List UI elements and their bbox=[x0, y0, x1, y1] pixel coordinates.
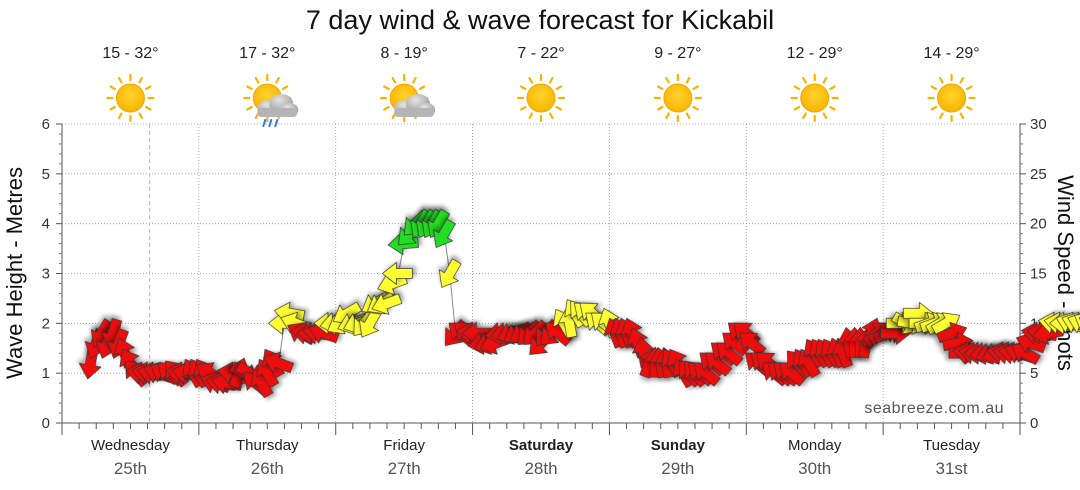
day-name-label: Friday bbox=[383, 437, 425, 454]
left-tick-label: 4 bbox=[42, 216, 50, 233]
wind-arrow bbox=[382, 262, 413, 285]
sun-icon bbox=[653, 73, 702, 123]
day-date-label: 26th bbox=[251, 459, 284, 478]
day-date-label: 30th bbox=[798, 459, 831, 478]
left-tick-label: 5 bbox=[42, 166, 50, 183]
partly-cloudy-icon bbox=[380, 73, 436, 123]
right-tick-label: 20 bbox=[1030, 216, 1047, 233]
rain-cloud-icon bbox=[243, 73, 299, 127]
day-name-label: Tuesday bbox=[923, 437, 980, 454]
temperature-range-label: 14 - 29° bbox=[923, 45, 979, 62]
day-name-label: Wednesday bbox=[91, 437, 170, 454]
wind-arrow bbox=[78, 348, 102, 380]
sun-icon bbox=[927, 73, 976, 123]
temperature-range-label: 9 - 27° bbox=[654, 45, 701, 62]
left-axis-label: Wave Height - Metres bbox=[2, 167, 27, 379]
day-name-label: Thursday bbox=[236, 437, 299, 454]
wind-arrow bbox=[263, 351, 294, 374]
left-tick-label: 3 bbox=[42, 266, 50, 283]
left-tick-label: 6 bbox=[42, 116, 50, 133]
temperature-range-label: 17 - 32° bbox=[239, 45, 295, 62]
credit-label: seabreeze.com.au bbox=[864, 400, 1004, 417]
right-tick-label: 0 bbox=[1030, 415, 1038, 432]
right-axis-label: Wind Speed - Knots bbox=[1053, 175, 1078, 371]
left-tick-label: 2 bbox=[42, 315, 50, 332]
temperature-range-label: 15 - 32° bbox=[102, 45, 158, 62]
day-date-label: 27th bbox=[388, 459, 421, 478]
wind-arrow bbox=[433, 218, 456, 248]
left-tick-label: 0 bbox=[42, 415, 50, 432]
left-tick-label: 1 bbox=[42, 365, 50, 382]
wind-arrow bbox=[371, 293, 403, 315]
day-name-label: Sunday bbox=[651, 437, 706, 454]
day-date-label: 31st bbox=[936, 459, 968, 478]
wind-arrow bbox=[438, 258, 462, 288]
day-name-label: Saturday bbox=[509, 437, 574, 454]
daily-forecast-row: 15 - 32° 17 - 32° 8 - 19° 7 - 22° 9 - 27° 12 … bbox=[102, 45, 980, 127]
day-date-label: 25th bbox=[114, 459, 147, 478]
temperature-range-label: 12 - 29° bbox=[787, 45, 843, 62]
sun-icon bbox=[790, 73, 839, 123]
wind-arrow bbox=[739, 332, 767, 357]
day-date-label: 29th bbox=[661, 459, 694, 478]
sun-icon bbox=[516, 73, 566, 123]
right-tick-label: 25 bbox=[1030, 166, 1047, 183]
temperature-range-label: 7 - 22° bbox=[517, 45, 564, 62]
day-name-label: Monday bbox=[788, 437, 842, 454]
wind-arrow bbox=[1016, 331, 1047, 354]
axes: 0123456051015202530Wednesday25thThursday… bbox=[42, 116, 1047, 478]
day-date-label: 28th bbox=[524, 459, 557, 478]
wind-arrow-series bbox=[78, 208, 1080, 399]
right-tick-label: 15 bbox=[1030, 266, 1047, 283]
temperature-range-label: 8 - 19° bbox=[380, 45, 427, 62]
right-tick-label: 30 bbox=[1030, 116, 1047, 133]
sun-icon bbox=[106, 73, 155, 123]
chart-title: 7 day wind & wave forecast for Kickabil bbox=[306, 5, 774, 35]
right-tick-label: 5 bbox=[1030, 365, 1038, 382]
